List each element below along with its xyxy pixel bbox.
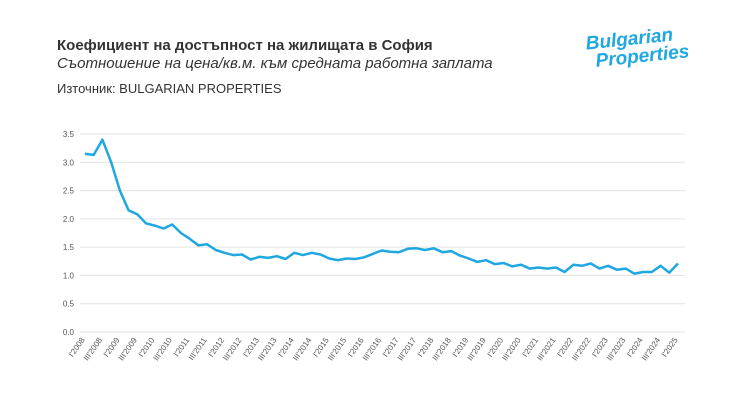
y-tick-label: 1.5 [63, 243, 75, 252]
x-tick-label: III'2014 [291, 336, 314, 363]
x-tick-label: III'2019 [466, 336, 489, 363]
source: Източник: BULGARIAN PROPERTIES [57, 81, 282, 96]
y-tick-label: 1.0 [63, 271, 75, 280]
y-tick-label: 2.0 [63, 215, 75, 224]
x-tick-label: III'2010 [152, 336, 175, 363]
data-line [84, 138, 679, 275]
x-tick-label: III'2023 [605, 336, 628, 363]
x-tick-label: III'2008 [82, 336, 105, 363]
x-tick-label: III'2017 [396, 336, 419, 363]
x-tick-label: III'2012 [221, 336, 244, 363]
y-tick-label: 0.5 [63, 300, 75, 309]
y-tick-label: 0.0 [63, 328, 75, 337]
x-tick-label: III'2016 [361, 336, 384, 363]
x-tick-label: III'2021 [535, 336, 558, 363]
x-tick-label: III'2022 [570, 336, 593, 363]
y-tick-label: 3.0 [63, 158, 75, 167]
x-tick-label: III'2011 [187, 336, 209, 362]
chart-subtitle: Съотношение на цена/кв.м. към средната р… [57, 55, 493, 72]
x-tick-label: III'2018 [431, 336, 454, 363]
x-tick-label: III'2024 [640, 336, 663, 363]
x-tick-label: III'2009 [117, 336, 140, 363]
x-tick-label: III'2013 [256, 336, 279, 363]
x-tick-label: III'2015 [326, 336, 349, 363]
x-tick-label: I'2025 [660, 336, 680, 359]
y-tick-label: 2.5 [63, 187, 75, 196]
x-tick-label: III'2020 [500, 336, 523, 363]
chart-title: Коефициент на достъпност на жилищата в С… [57, 37, 433, 54]
y-tick-label: 3.5 [63, 130, 75, 139]
